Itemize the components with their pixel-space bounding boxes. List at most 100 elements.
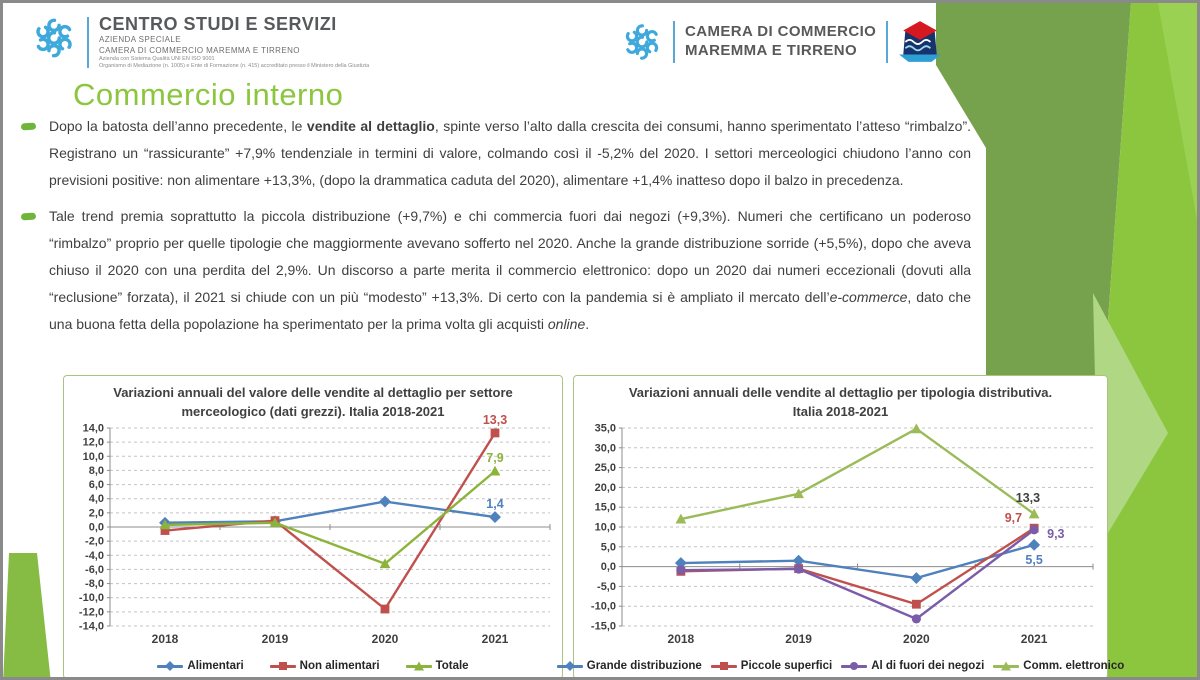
legend-line-swatch bbox=[405, 661, 432, 671]
centro-studi-subtitle2: CAMERA DI COMMERCIO MAREMMA E TIRRENO bbox=[99, 45, 300, 55]
svg-text:-5,0: -5,0 bbox=[597, 581, 616, 593]
legend-line-swatch bbox=[993, 661, 1020, 671]
legend-item: Non alimentari bbox=[269, 660, 380, 672]
svg-text:10,0: 10,0 bbox=[595, 521, 616, 533]
centro-studi-subtitle1: AZIENDA SPECIALE bbox=[99, 34, 181, 44]
svg-text:20,0: 20,0 bbox=[595, 482, 616, 494]
centro-studi-swirl-icon bbox=[36, 18, 72, 58]
svg-text:14,0: 14,0 bbox=[83, 422, 104, 434]
left-chart-panel: Variazioni annuali del valore delle vend… bbox=[63, 375, 563, 677]
svg-text:0,0: 0,0 bbox=[89, 521, 104, 533]
legend-line-swatch bbox=[841, 662, 868, 670]
legend-circle-marker-icon bbox=[850, 662, 859, 670]
svg-text:2,0: 2,0 bbox=[89, 507, 104, 519]
bullet-item-2: Tale trend premia soprattutto la piccola… bbox=[20, 203, 973, 338]
svg-text:5,0: 5,0 bbox=[601, 541, 616, 553]
centro-studi-subtitle4: Organismo di Mediazione (n. 1005) e Ente… bbox=[99, 63, 370, 70]
camera-commercio-swirl-icon bbox=[625, 24, 659, 60]
legend-triangle-marker-icon bbox=[413, 661, 424, 671]
svg-text:2020: 2020 bbox=[372, 632, 399, 646]
legend-label: Al di fuori dei negozi bbox=[871, 660, 985, 672]
legend-square-marker-icon bbox=[278, 662, 287, 670]
legend-label: Alimentari bbox=[187, 660, 244, 672]
svg-text:4,0: 4,0 bbox=[89, 493, 104, 505]
logo-divider bbox=[673, 21, 675, 63]
svg-text:-4,0: -4,0 bbox=[85, 549, 104, 561]
svg-text:-12,0: -12,0 bbox=[79, 606, 104, 618]
svg-text:5,5: 5,5 bbox=[1025, 553, 1042, 567]
bullet-list: Dopo la batosta dell’anno precedente, le… bbox=[20, 113, 973, 338]
legend-item: Grande distribuzione bbox=[556, 660, 702, 672]
page-title: Commercio interno bbox=[73, 77, 344, 112]
svg-text:13,3: 13,3 bbox=[1016, 491, 1040, 505]
right-chart-title: Variazioni annuali delle vendite al dett… bbox=[628, 385, 1053, 419]
svg-text:9,7: 9,7 bbox=[1005, 511, 1022, 525]
right-chart-legend: Grande distribuzione Piccole superfici Al … bbox=[556, 660, 1124, 672]
legend-triangle-marker-icon bbox=[1001, 661, 1012, 671]
svg-text:1,4: 1,4 bbox=[486, 497, 503, 511]
legend-square-marker-icon bbox=[719, 662, 728, 670]
logo-divider bbox=[87, 17, 89, 69]
bullet-arrow-icon bbox=[20, 212, 37, 221]
svg-text:0,0: 0,0 bbox=[601, 561, 616, 573]
svg-text:2021: 2021 bbox=[1021, 632, 1048, 646]
svg-text:9,3: 9,3 bbox=[1047, 526, 1064, 540]
svg-text:-15,0: -15,0 bbox=[591, 620, 616, 632]
camera-commercio-cube-icon bbox=[899, 21, 942, 62]
centro-studi-logo: CENTRO STUDI E SERVIZI AZIENDA SPECIALE … bbox=[31, 15, 369, 70]
svg-text:-8,0: -8,0 bbox=[85, 578, 104, 590]
svg-text:10,0: 10,0 bbox=[83, 450, 104, 462]
camera-commercio-name-line2: MAREMMA E TIRRENO bbox=[685, 42, 858, 59]
left-chart-title: Variazioni annuali del valore delle vend… bbox=[113, 385, 513, 419]
centro-studi-name: CENTRO STUDI E SERVIZI bbox=[99, 14, 337, 34]
legend-diamond-marker-icon bbox=[165, 661, 176, 671]
legend-item: Alimentari bbox=[157, 660, 244, 672]
left-chart-legend: Alimentari Non alimentari Totale bbox=[64, 660, 562, 672]
legend-label: Non alimentari bbox=[299, 660, 380, 672]
camera-commercio-name-line1: CAMERA DI COMMERCIO bbox=[685, 23, 877, 41]
legend-item: Comm. elettronico bbox=[993, 660, 1124, 672]
svg-text:35,0: 35,0 bbox=[595, 422, 616, 434]
right-chart-panel: Variazioni annuali delle vendite al dett… bbox=[556, 375, 1124, 677]
legend-line-swatch bbox=[710, 662, 737, 670]
left-chart-plot: 14,0 12,0 10,0 8,0 6,0 4,0 2,0 0,0 -2,0 -4,0 -6,0 -… bbox=[79, 413, 551, 646]
svg-text:2020: 2020 bbox=[903, 632, 930, 646]
legend-item: Totale bbox=[405, 660, 469, 672]
svg-text:-14,0: -14,0 bbox=[79, 620, 104, 632]
svg-text:7,9: 7,9 bbox=[486, 451, 503, 465]
svg-text:25,0: 25,0 bbox=[595, 462, 616, 474]
svg-text:13,3: 13,3 bbox=[483, 413, 507, 427]
legend-label: Comm. elettronico bbox=[1023, 660, 1125, 672]
svg-text:12,0: 12,0 bbox=[83, 436, 104, 448]
svg-text:6,0: 6,0 bbox=[89, 479, 104, 491]
legend-diamond-marker-icon bbox=[564, 661, 575, 671]
svg-text:-10,0: -10,0 bbox=[79, 592, 104, 604]
svg-text:15,0: 15,0 bbox=[595, 501, 616, 513]
centro-studi-subtitle3: Azienda con Sistema Qualità UNI EN ISO 9… bbox=[99, 55, 215, 62]
bullet-text: Tale trend premia soprattutto la piccola… bbox=[49, 208, 971, 332]
bullet-item-1: Dopo la batosta dell’anno precedente, le… bbox=[20, 113, 973, 194]
bullet-arrow-icon bbox=[20, 122, 37, 131]
svg-text:30,0: 30,0 bbox=[595, 442, 616, 454]
svg-text:8,0: 8,0 bbox=[89, 465, 104, 477]
legend-line-swatch bbox=[269, 662, 296, 670]
svg-text:2019: 2019 bbox=[785, 632, 812, 646]
legend-line-swatch bbox=[157, 661, 184, 671]
legend-item: Piccole superfici bbox=[710, 660, 833, 672]
legend-line-swatch bbox=[556, 661, 583, 671]
svg-text:2021: 2021 bbox=[482, 632, 509, 646]
svg-text:2018: 2018 bbox=[668, 632, 695, 646]
right-chart-plot: 35,0 30,0 25,0 20,0 15,0 10,0 5,0 0,0 -5,0 -10,0 -… bbox=[591, 422, 1094, 646]
legend-label: Totale bbox=[435, 660, 469, 672]
bullet-text: Dopo la batosta dell’anno precedente, le… bbox=[49, 118, 971, 188]
bullet-section: Dopo la batosta dell’anno precedente, le… bbox=[20, 113, 973, 347]
svg-text:-2,0: -2,0 bbox=[85, 535, 104, 547]
svg-text:-10,0: -10,0 bbox=[591, 600, 616, 612]
legend-label: Piccole superfici bbox=[740, 660, 833, 672]
logo-divider bbox=[886, 21, 889, 63]
camera-commercio-logo: CAMERA DI COMMERCIO MAREMMA E TIRRENO bbox=[621, 19, 942, 65]
svg-text:-6,0: -6,0 bbox=[85, 564, 104, 576]
svg-text:2019: 2019 bbox=[262, 632, 289, 646]
legend-label: Grande distribuzione bbox=[586, 660, 702, 672]
